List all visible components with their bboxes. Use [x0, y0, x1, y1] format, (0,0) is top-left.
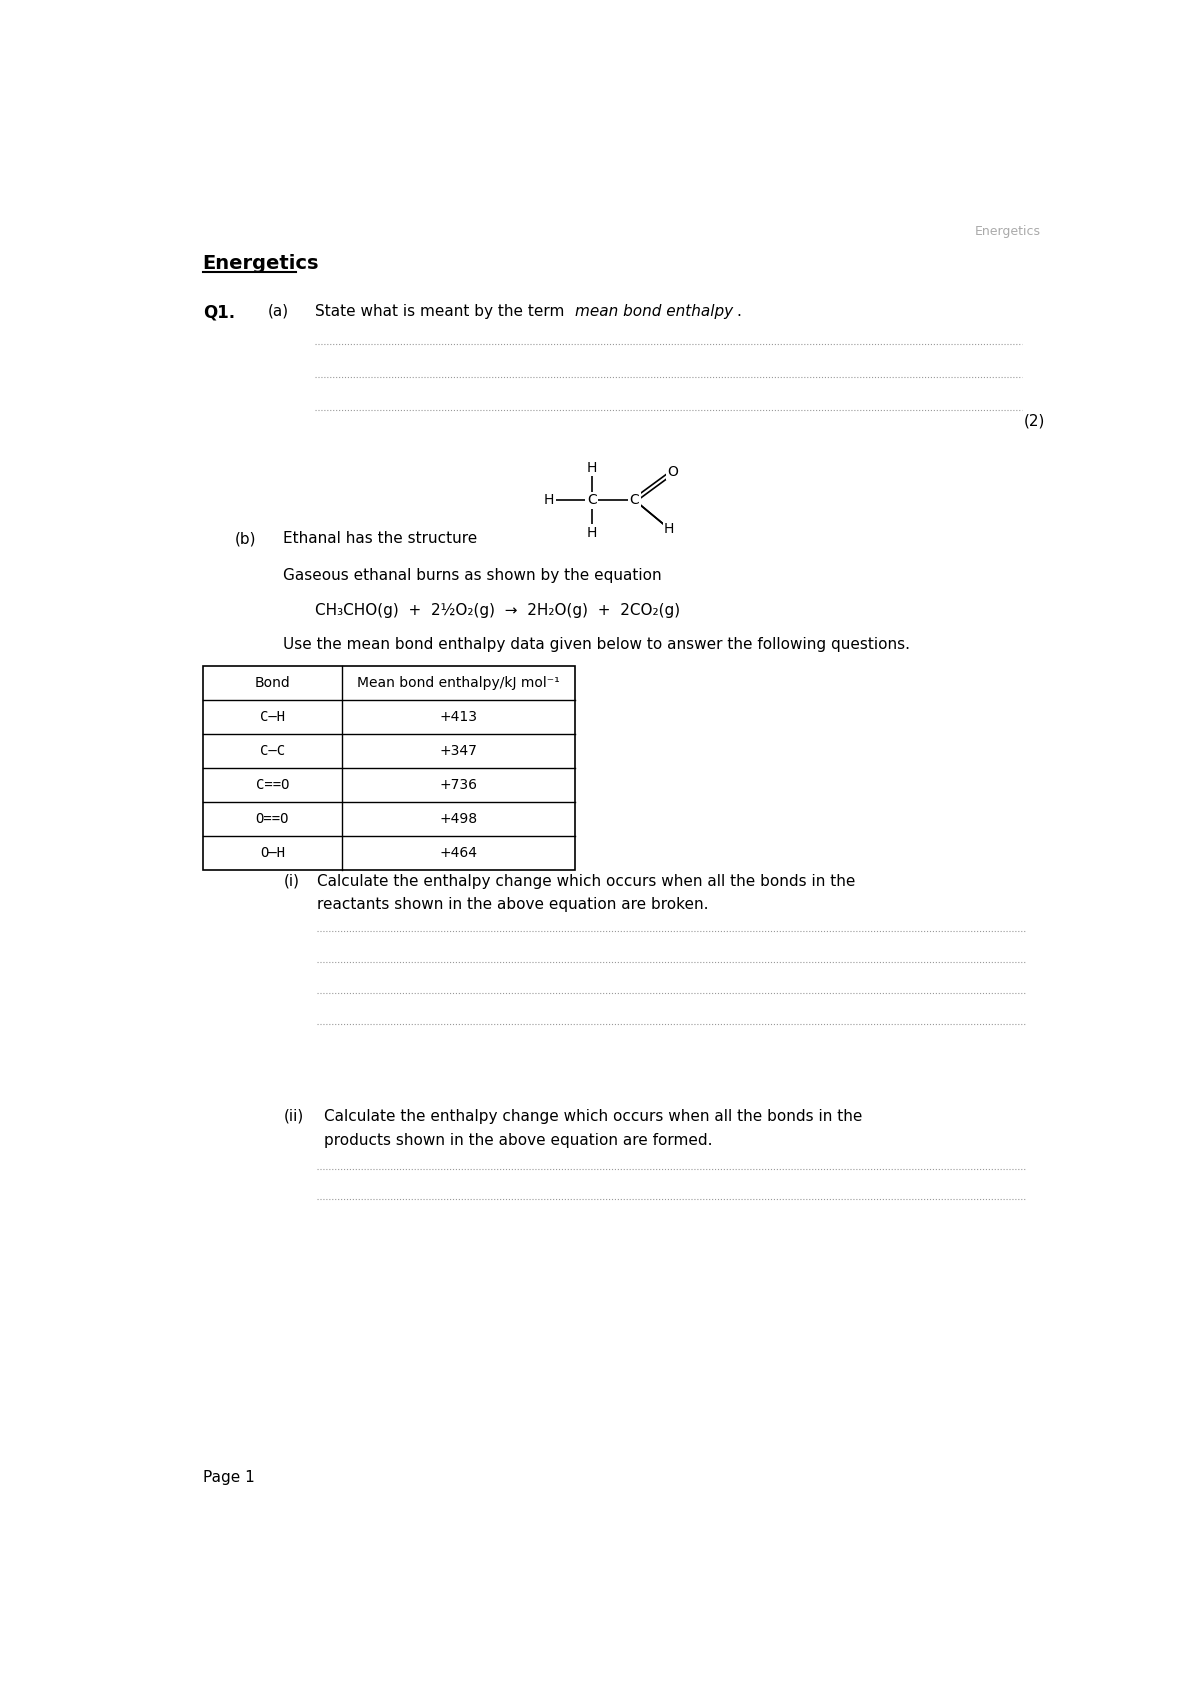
Text: .: . — [737, 304, 742, 319]
Text: CH₃CHO(g)  +  2½O₂(g)  →  2H₂O(g)  +  2CO₂(g): CH₃CHO(g) + 2½O₂(g) → 2H₂O(g) + 2CO₂(g) — [316, 603, 680, 618]
Text: O: O — [667, 465, 678, 479]
Text: Bond: Bond — [254, 676, 290, 689]
Text: Calculate the enthalpy change which occurs when all the bonds in the: Calculate the enthalpy change which occu… — [317, 874, 854, 888]
Text: Gaseous ethanal burns as shown by the equation: Gaseous ethanal burns as shown by the eq… — [283, 567, 662, 582]
Text: mean bond enthalpy: mean bond enthalpy — [575, 304, 733, 319]
Text: State what is meant by the term: State what is meant by the term — [316, 304, 569, 319]
Text: (ii): (ii) — [283, 1109, 304, 1124]
Text: +464: +464 — [439, 846, 478, 859]
Text: +736: +736 — [439, 778, 478, 791]
Text: H: H — [587, 460, 596, 475]
Text: Mean bond enthalpy/kJ mol⁻¹: Mean bond enthalpy/kJ mol⁻¹ — [358, 676, 560, 689]
Text: O==O: O==O — [256, 812, 289, 825]
Text: (i): (i) — [283, 874, 299, 888]
Text: (a): (a) — [268, 304, 289, 319]
Text: H: H — [544, 492, 554, 508]
Text: C: C — [630, 492, 640, 508]
Text: C—C: C—C — [260, 744, 286, 757]
Text: Ethanal has the structure: Ethanal has the structure — [283, 531, 478, 547]
Text: Energetics: Energetics — [203, 253, 319, 273]
Text: +413: +413 — [439, 710, 478, 723]
Text: reactants shown in the above equation are broken.: reactants shown in the above equation ar… — [317, 897, 708, 912]
Text: C==O: C==O — [256, 778, 289, 791]
Text: Energetics: Energetics — [976, 226, 1042, 238]
Text: Q1.: Q1. — [203, 304, 235, 323]
Text: H: H — [587, 526, 596, 540]
Text: Page 1: Page 1 — [203, 1470, 254, 1486]
Text: +498: +498 — [439, 812, 478, 825]
Text: (2): (2) — [1024, 413, 1045, 428]
Text: Use the mean bond enthalpy data given below to answer the following questions.: Use the mean bond enthalpy data given be… — [283, 637, 911, 652]
Text: (b): (b) — [235, 531, 257, 547]
Text: +347: +347 — [439, 744, 478, 757]
Text: O—H: O—H — [260, 846, 286, 859]
Text: Calculate the enthalpy change which occurs when all the bonds in the: Calculate the enthalpy change which occu… — [324, 1109, 863, 1124]
Text: C—H: C—H — [260, 710, 286, 723]
Text: products shown in the above equation are formed.: products shown in the above equation are… — [324, 1133, 713, 1148]
Text: H: H — [664, 521, 674, 535]
Text: C: C — [587, 492, 596, 508]
Bar — [203, 666, 575, 869]
